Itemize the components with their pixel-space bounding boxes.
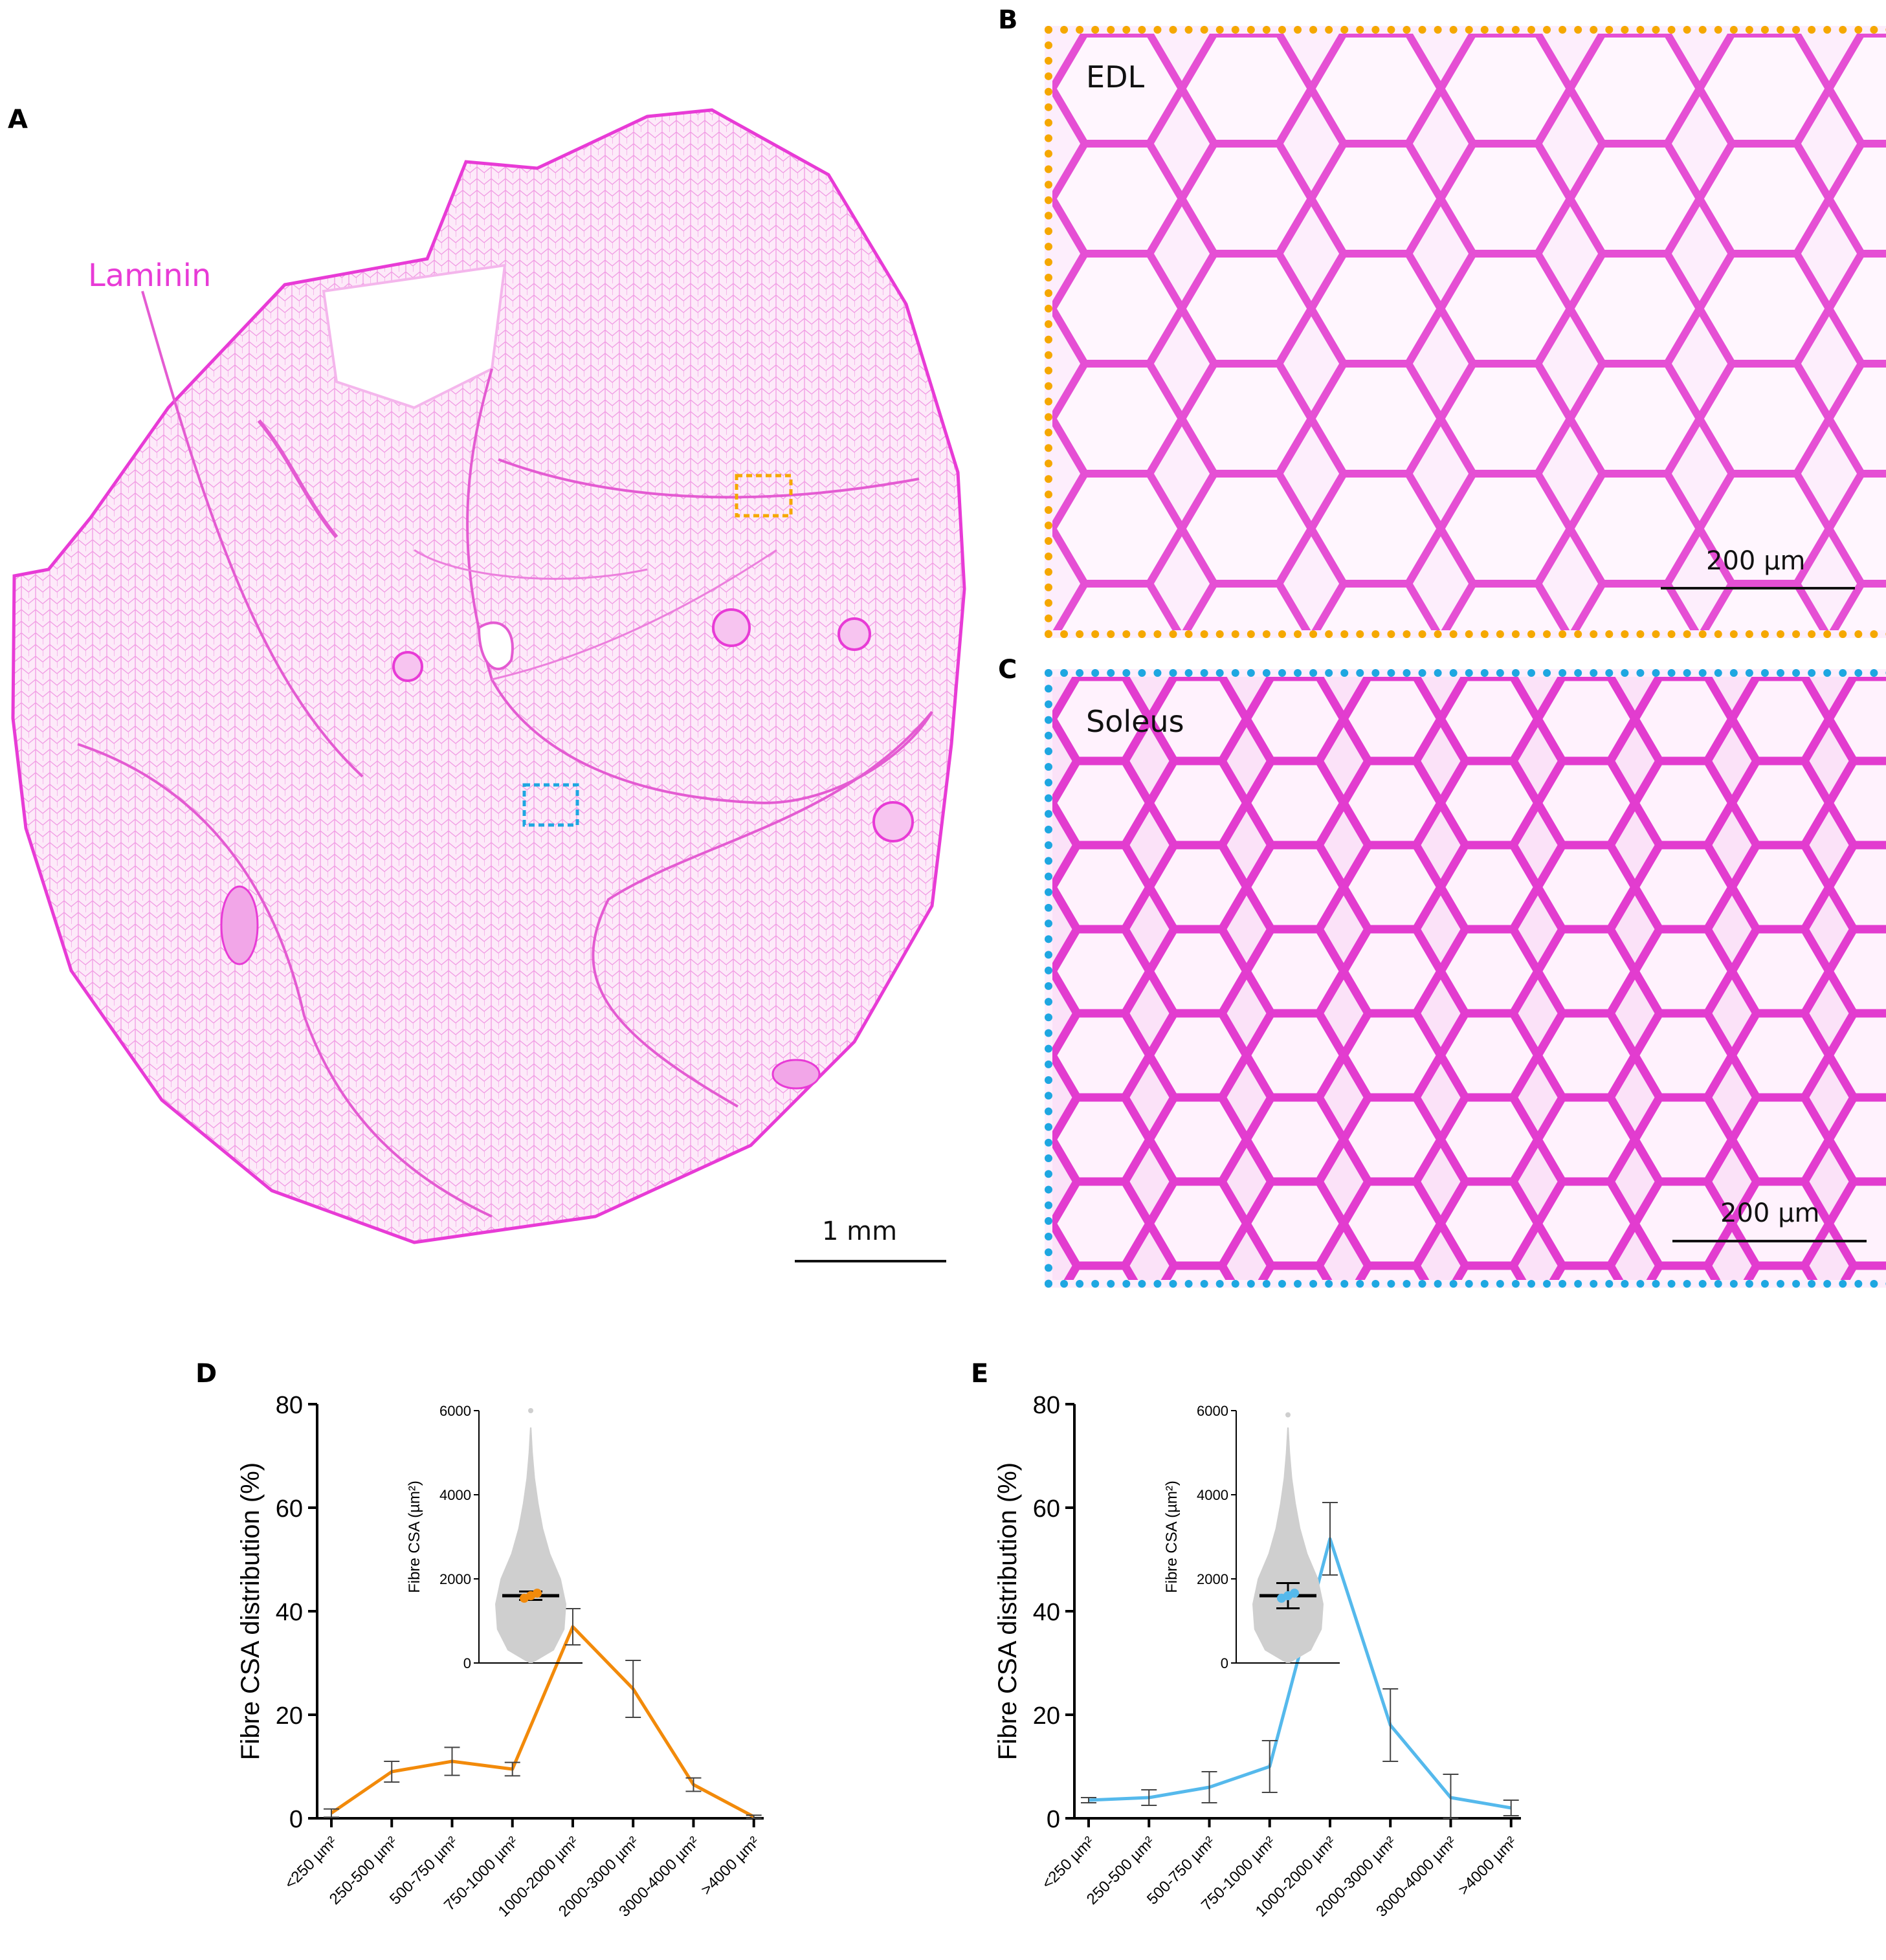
chart-e-y-tick-label: 40 <box>1033 1599 1060 1626</box>
soleus-region-marker <box>522 783 579 827</box>
chart-e-y-tick-label: 60 <box>1033 1495 1060 1523</box>
chart-d-x-tick-label: <250 µm² <box>282 1833 341 1893</box>
chart-e-inset-dot-cloud <box>1252 1427 1324 1663</box>
edl-fibres <box>1052 34 1886 630</box>
chart-e-error-bar <box>1443 1774 1459 1819</box>
chart-e: 0 20 40 60 80 Fibre CSA distribution (%) <250 … <box>993 1392 1521 1921</box>
chart-e-inset-outlier <box>1285 1412 1291 1418</box>
chart-d-y-axis-label: Fibre CSA distribution (%) <box>236 1462 265 1760</box>
muscle-cross-section <box>11 108 966 1244</box>
scale-label-a: 1 mm <box>822 1217 898 1246</box>
chart-e-x-tick-label: <250 µm² <box>1039 1833 1098 1893</box>
chart-e-inset-y-tick-label: 0 <box>1221 1655 1228 1671</box>
chart-d-inset-y-tick-label: 4000 <box>439 1487 471 1503</box>
chart-d-inset-outlier <box>528 1408 533 1413</box>
panel-b-edl-micrograph: EDL 200 µm <box>1045 26 1886 638</box>
panel-a-micrograph: Laminin 1 mm <box>0 97 971 1262</box>
chart-d-inset-animal-point <box>533 1589 542 1598</box>
chart-d-x-tick-label: >4000 µm² <box>698 1833 763 1899</box>
chart-d-inset-dot-cloud <box>495 1427 566 1663</box>
chart-e-inset-y-tick-label: 6000 <box>1197 1403 1228 1419</box>
stain-label: Laminin <box>88 258 212 294</box>
chart-e-y-tick-label: 80 <box>1033 1392 1060 1419</box>
chart-d-inset-y-tick-label: 2000 <box>439 1571 471 1587</box>
chart-d-inset-y-tick-label: 0 <box>463 1655 471 1671</box>
panel-c-soleus-micrograph: Soleus 200 µm <box>1045 669 1886 1288</box>
chart-d-y-tick-label: 20 <box>276 1702 303 1730</box>
chart-d-y-tick-label: 0 <box>289 1806 303 1833</box>
chart-e-y-axis-label: Fibre CSA distribution (%) <box>993 1462 1022 1760</box>
scale-label-c: 200 µm <box>1720 1198 1820 1228</box>
chart-d-y-tick-label: 80 <box>276 1392 303 1419</box>
chart-d-y-tick-label: 60 <box>276 1495 303 1523</box>
chart-d: 0 20 40 60 80 Fibre CSA distribution (%) <250 … <box>236 1392 764 1921</box>
chart-e-inset-y-axis-label: Fibre CSA (µm²) <box>1163 1481 1181 1593</box>
chart-e-inset-animal-point <box>1290 1589 1299 1598</box>
scale-bar-b <box>1661 587 1855 589</box>
chart-e-x-tick-label: >4000 µm² <box>1455 1833 1520 1899</box>
panel-letter-a: A <box>8 105 28 135</box>
chart-d-inset-y-axis-label: Fibre CSA (µm²) <box>406 1481 423 1593</box>
edl-region-marker <box>735 474 793 518</box>
scale-label-b: 200 µm <box>1706 546 1806 576</box>
chart-e-inset-y-tick-label: 2000 <box>1197 1571 1228 1587</box>
panel-letter-b: B <box>998 5 1018 35</box>
soleus-fibres <box>1052 677 1886 1280</box>
chart-d-series-line <box>330 1625 755 1818</box>
scale-bar-a <box>795 1260 946 1262</box>
chart-e-inset-y-tick-label: 4000 <box>1197 1487 1228 1503</box>
chart-e-y-tick-label: 0 <box>1047 1806 1060 1833</box>
chart-e-y-tick-label: 20 <box>1033 1702 1060 1730</box>
panel-letter-c: C <box>998 655 1017 685</box>
panel-letter-e: E <box>971 1359 989 1389</box>
chart-d-inset-y-tick-label: 6000 <box>439 1403 471 1419</box>
soleus-label: Soleus <box>1086 704 1184 739</box>
panel-letter-d: D <box>195 1359 217 1389</box>
scale-bar-c <box>1672 1240 1867 1242</box>
chart-d-y-tick-label: 40 <box>276 1599 303 1626</box>
edl-label: EDL <box>1086 60 1145 94</box>
